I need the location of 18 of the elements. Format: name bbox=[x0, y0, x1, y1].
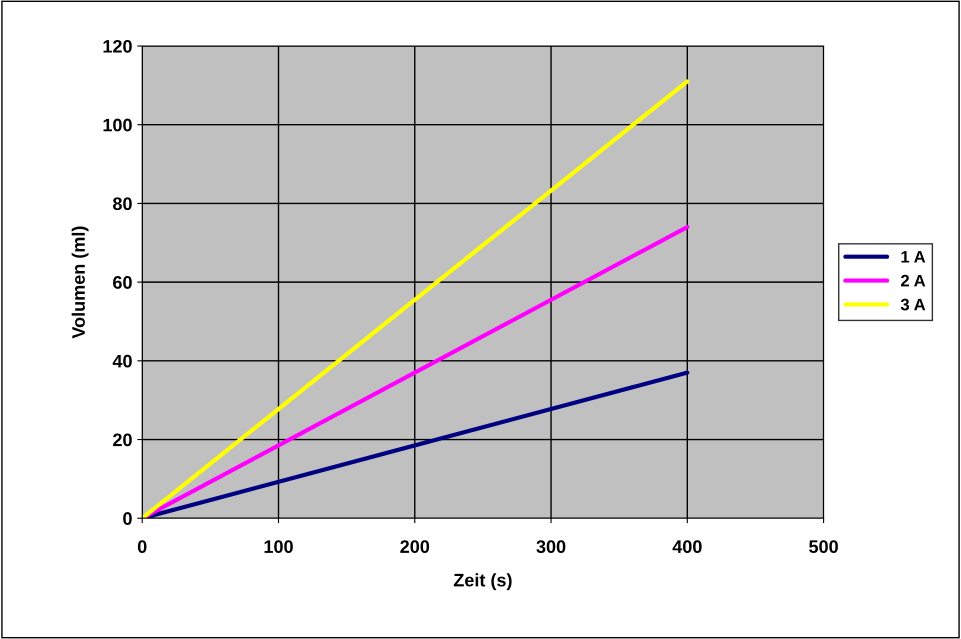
y-tick-label: 0 bbox=[123, 512, 132, 525]
x-tick-label: 0 bbox=[138, 540, 147, 554]
y-tick-label: 120 bbox=[104, 40, 132, 53]
legend-label: 2 A bbox=[900, 274, 926, 286]
x-tick-label: 500 bbox=[809, 540, 838, 554]
y-axis-title: Volumen (ml) bbox=[72, 226, 88, 339]
x-tick-label: 100 bbox=[264, 540, 293, 554]
y-tick-label: 40 bbox=[112, 354, 132, 368]
legend-label: 3 A bbox=[900, 298, 926, 310]
y-tick-label: 100 bbox=[104, 118, 132, 132]
y-tick-label: 80 bbox=[112, 197, 132, 210]
y-tick-label: 20 bbox=[113, 433, 132, 446]
y-tick-label: 60 bbox=[113, 276, 132, 289]
x-tick-label: 400 bbox=[672, 540, 702, 554]
x-tick-label: 200 bbox=[400, 540, 430, 554]
x-axis-title: Zeit (s) bbox=[454, 573, 512, 590]
legend-label: 1 A bbox=[901, 251, 926, 263]
x-tick-label: 300 bbox=[536, 540, 566, 554]
